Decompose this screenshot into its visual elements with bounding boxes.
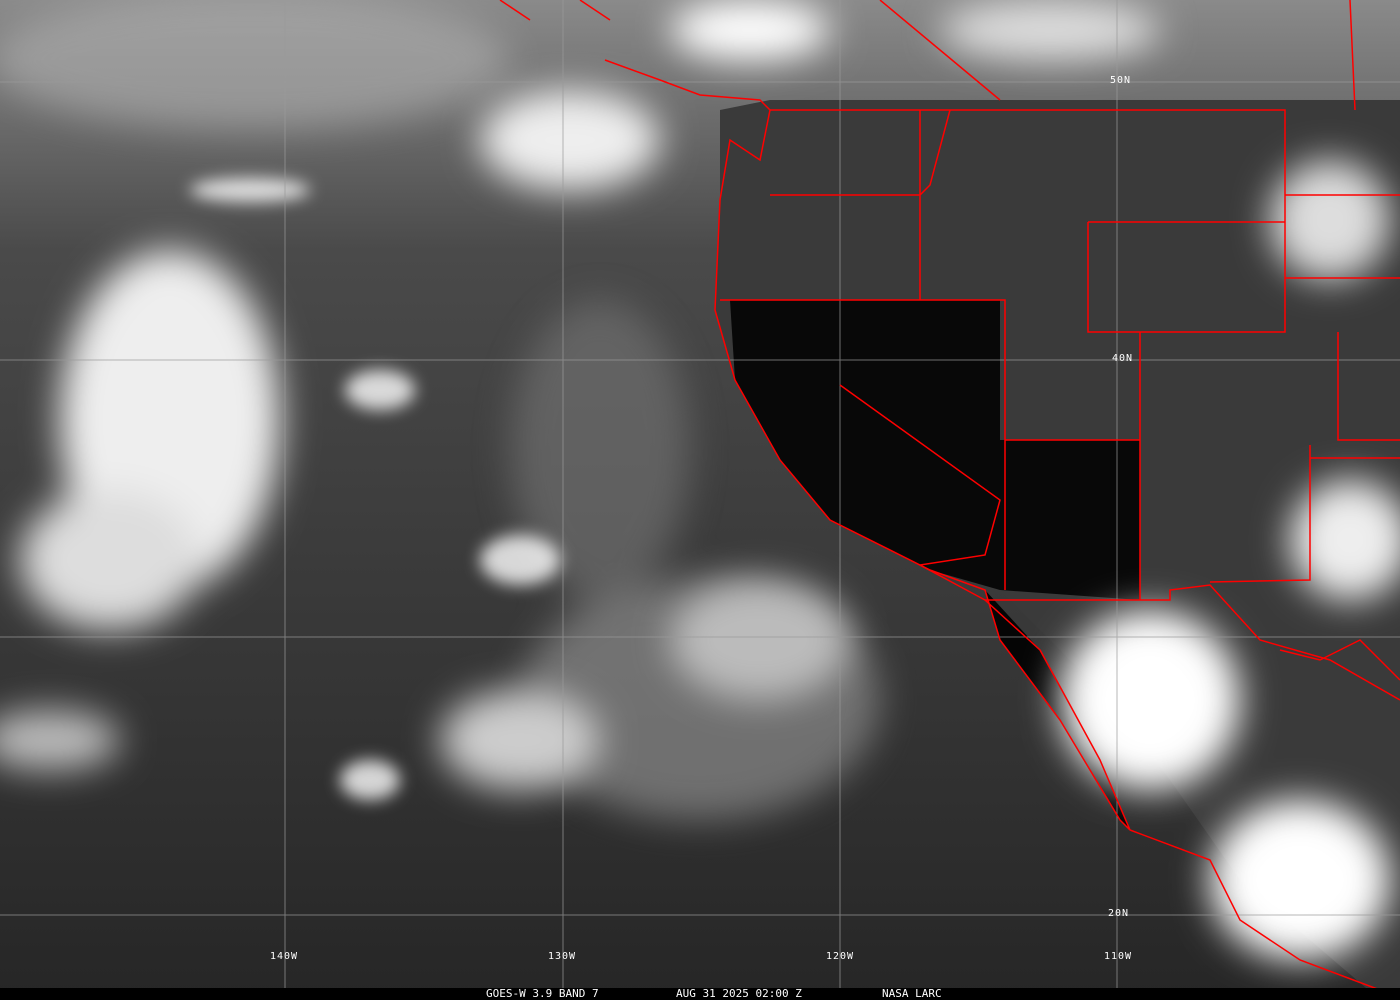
land-dark	[730, 300, 1140, 600]
lon-label-110w: 110W	[1104, 951, 1133, 962]
caption-source: NASA LARC	[882, 987, 942, 1000]
lon-label-140w: 140W	[270, 951, 299, 962]
lat-label-20n: 20N	[1108, 908, 1130, 919]
lon-label-130w: 130W	[548, 951, 577, 962]
lon-label-120w: 120W	[826, 951, 855, 962]
caption-satellite: GOES-W 3.9 BAND 7	[486, 987, 599, 1000]
clouds	[0, 0, 1400, 960]
lat-label-40n: 40N	[1112, 353, 1134, 364]
caption-datetime: AUG 31 2025 02:00 Z	[676, 987, 802, 1000]
caption-bar: GOES-W 3.9 BAND 7 AUG 31 2025 02:00 Z NA…	[0, 988, 1400, 1000]
political-borders	[499, 0, 1400, 991]
lat-label-50n: 50N	[1110, 75, 1132, 86]
